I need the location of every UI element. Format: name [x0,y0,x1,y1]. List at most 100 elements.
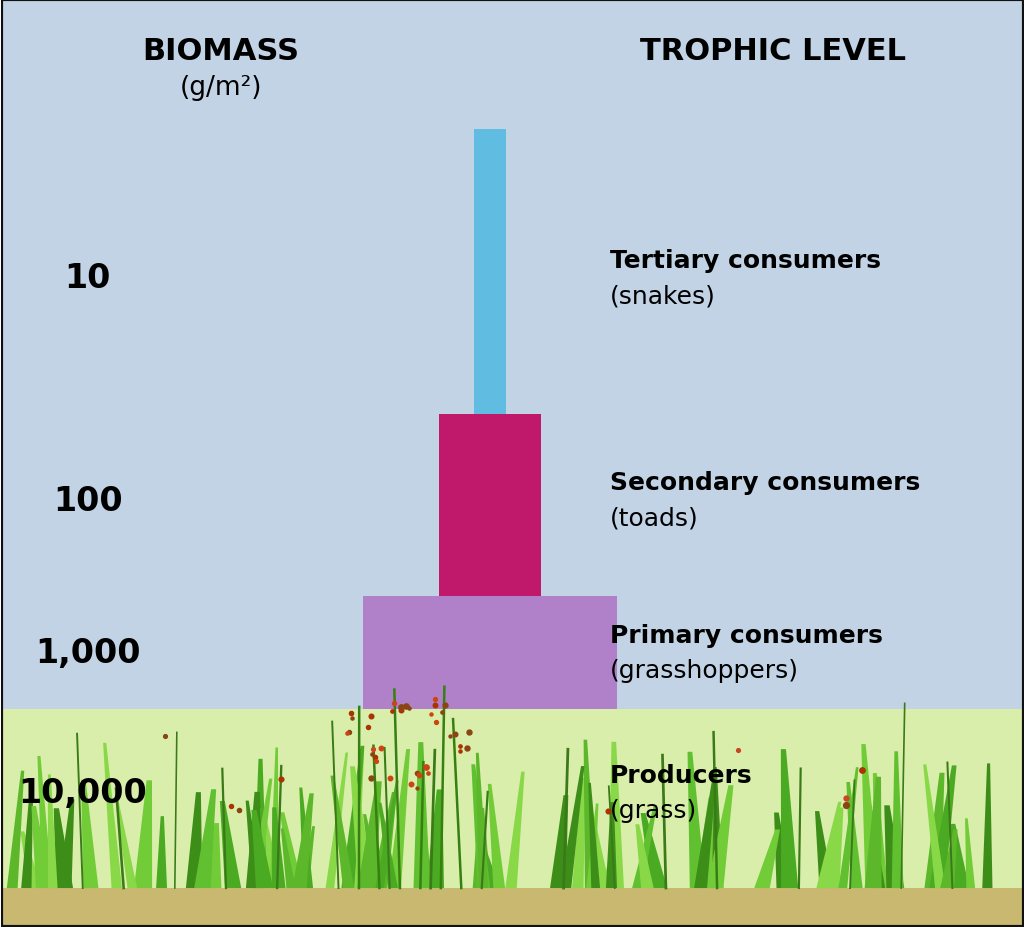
Polygon shape [103,743,122,888]
Polygon shape [414,743,430,888]
Text: 10: 10 [65,261,111,295]
Polygon shape [32,806,51,888]
Polygon shape [872,773,888,888]
Polygon shape [632,806,657,888]
Text: BIOMASS: BIOMASS [142,36,299,66]
Text: (snakes): (snakes) [609,284,716,308]
Polygon shape [376,781,398,888]
Polygon shape [195,790,216,888]
Polygon shape [940,830,957,888]
Text: Primary consumers: Primary consumers [609,623,883,647]
Polygon shape [250,779,272,888]
Polygon shape [586,802,610,888]
Polygon shape [272,807,286,888]
Polygon shape [476,753,488,888]
Bar [1,888,1024,927]
Polygon shape [252,810,273,888]
Polygon shape [847,782,862,888]
Polygon shape [348,750,365,888]
Polygon shape [116,799,137,888]
Polygon shape [864,777,882,888]
Polygon shape [506,772,524,888]
Polygon shape [781,749,798,888]
Polygon shape [866,793,885,888]
Polygon shape [471,765,490,888]
Polygon shape [281,829,296,888]
Polygon shape [299,788,313,888]
Polygon shape [694,779,716,888]
Polygon shape [220,801,242,888]
Polygon shape [257,804,283,888]
Polygon shape [929,766,956,888]
Polygon shape [560,767,585,888]
Polygon shape [712,768,723,888]
Text: 100: 100 [53,484,123,517]
Polygon shape [892,752,903,888]
Text: (g/m²): (g/m²) [179,75,262,101]
Polygon shape [755,830,780,888]
Polygon shape [246,792,263,888]
Text: Tertiary consumers: Tertiary consumers [609,248,881,273]
Polygon shape [22,784,33,888]
Polygon shape [253,759,267,888]
Polygon shape [606,802,617,888]
Polygon shape [774,813,792,888]
Polygon shape [982,764,992,888]
Polygon shape [418,765,431,888]
Text: 10,000: 10,000 [18,776,147,809]
Polygon shape [473,808,490,888]
Polygon shape [53,808,73,888]
Polygon shape [839,768,858,888]
Polygon shape [641,813,668,888]
Polygon shape [584,740,597,888]
Polygon shape [281,812,303,888]
Polygon shape [379,803,398,888]
Polygon shape [550,795,568,888]
Text: (toads): (toads) [609,506,698,530]
Polygon shape [885,806,904,888]
Polygon shape [81,780,98,888]
Bar [473,130,506,414]
Polygon shape [300,826,315,888]
Polygon shape [246,801,262,888]
Polygon shape [694,797,714,888]
Polygon shape [254,808,264,888]
Bar [1,0,1024,709]
Polygon shape [293,794,313,888]
Polygon shape [326,753,348,888]
Polygon shape [476,832,500,888]
Polygon shape [156,817,167,888]
Polygon shape [608,742,624,888]
Polygon shape [20,832,41,888]
Polygon shape [186,793,203,888]
Text: Producers: Producers [609,763,753,787]
Polygon shape [426,790,444,888]
Polygon shape [925,773,944,888]
Text: (grass): (grass) [609,798,697,822]
Polygon shape [586,804,598,888]
Polygon shape [134,781,153,888]
Bar [438,414,541,596]
Polygon shape [636,824,653,888]
Polygon shape [371,793,397,888]
Text: (grasshoppers): (grasshoppers) [609,658,799,682]
Text: 1,000: 1,000 [35,636,140,669]
Text: Secondary consumers: Secondary consumers [609,471,920,495]
Polygon shape [950,824,970,888]
Polygon shape [341,746,365,888]
Polygon shape [388,749,410,888]
Polygon shape [350,767,374,888]
Polygon shape [588,783,600,888]
Polygon shape [815,811,834,888]
Bar [364,596,616,709]
Polygon shape [269,748,279,888]
Polygon shape [823,807,844,888]
Polygon shape [364,814,383,888]
Polygon shape [7,771,25,888]
Polygon shape [861,744,880,888]
Polygon shape [572,778,586,888]
Polygon shape [48,775,57,888]
Text: TROPHIC LEVEL: TROPHIC LEVEL [640,36,906,66]
Polygon shape [924,765,945,888]
Polygon shape [331,776,354,888]
